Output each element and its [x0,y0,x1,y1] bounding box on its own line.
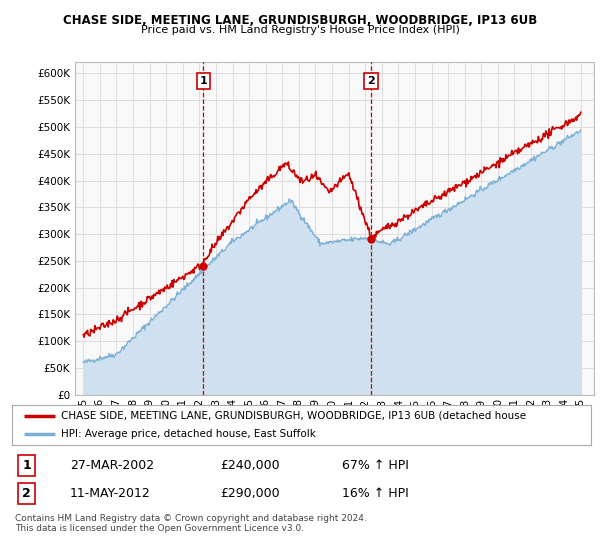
Text: HPI: Average price, detached house, East Suffolk: HPI: Average price, detached house, East… [61,430,316,439]
Text: Price paid vs. HM Land Registry's House Price Index (HPI): Price paid vs. HM Land Registry's House … [140,25,460,35]
Text: CHASE SIDE, MEETING LANE, GRUNDISBURGH, WOODBRIDGE, IP13 6UB (detached house: CHASE SIDE, MEETING LANE, GRUNDISBURGH, … [61,411,526,421]
Text: £240,000: £240,000 [220,459,280,472]
Text: 27-MAR-2002: 27-MAR-2002 [70,459,154,472]
Text: CHASE SIDE, MEETING LANE, GRUNDISBURGH, WOODBRIDGE, IP13 6UB: CHASE SIDE, MEETING LANE, GRUNDISBURGH, … [63,14,537,27]
Text: 67% ↑ HPI: 67% ↑ HPI [342,459,409,472]
Text: 11-MAY-2012: 11-MAY-2012 [70,487,151,500]
Text: £290,000: £290,000 [220,487,280,500]
Text: 1: 1 [199,76,207,86]
Text: 2: 2 [22,487,31,500]
Text: Contains HM Land Registry data © Crown copyright and database right 2024.
This d: Contains HM Land Registry data © Crown c… [15,514,367,534]
Text: 1: 1 [22,459,31,472]
Text: 2: 2 [367,76,375,86]
Text: 16% ↑ HPI: 16% ↑ HPI [342,487,409,500]
